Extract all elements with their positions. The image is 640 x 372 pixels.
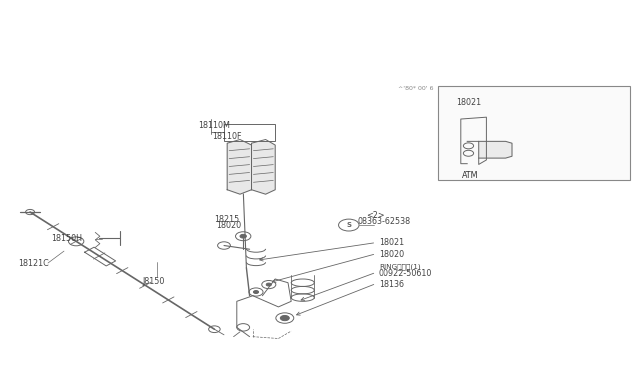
Text: 18150H: 18150H — [51, 234, 82, 243]
Polygon shape — [479, 141, 512, 158]
Text: 18121C: 18121C — [18, 259, 49, 267]
Text: 18110F: 18110F — [212, 132, 242, 141]
Text: S: S — [346, 222, 351, 228]
Text: 08363-62538: 08363-62538 — [357, 217, 410, 226]
Bar — [224, 124, 275, 141]
Text: 00922-50610: 00922-50610 — [379, 269, 432, 278]
Text: RINGリング(1): RINGリング(1) — [379, 263, 420, 270]
Polygon shape — [252, 140, 275, 194]
Text: 18020: 18020 — [216, 221, 241, 230]
Text: 18021: 18021 — [456, 98, 481, 107]
Text: 18136: 18136 — [379, 280, 404, 289]
Text: <2>: <2> — [366, 211, 385, 219]
Text: 18110M: 18110M — [198, 121, 230, 130]
Text: 18021: 18021 — [379, 238, 404, 247]
Circle shape — [240, 234, 246, 238]
Circle shape — [280, 315, 289, 321]
Circle shape — [266, 283, 271, 286]
Polygon shape — [227, 140, 252, 194]
Bar — [438, 86, 630, 180]
Circle shape — [253, 291, 259, 294]
Text: J8150: J8150 — [142, 277, 164, 286]
Text: ATM: ATM — [462, 171, 479, 180]
Text: ^'80* 00' 6: ^'80* 00' 6 — [398, 86, 433, 91]
Text: 18020: 18020 — [379, 250, 404, 259]
Text: 18215: 18215 — [214, 215, 239, 224]
